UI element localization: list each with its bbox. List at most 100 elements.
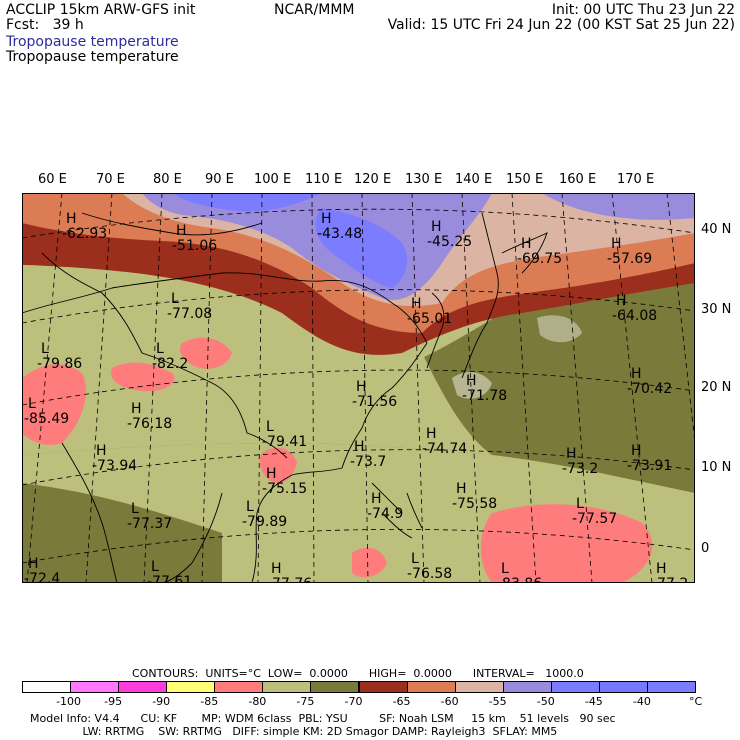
extremum-value: -77.08 bbox=[167, 306, 212, 322]
valid-time: Valid: 15 UTC Fri 24 Jun 22 (00 KST Sat … bbox=[387, 17, 735, 33]
extremum-value: -51.06 bbox=[172, 238, 217, 254]
model-title: ACCLIP 15km ARW-GFS init bbox=[6, 2, 196, 18]
extremum-value: -73.7 bbox=[350, 454, 386, 470]
high-marker: H bbox=[271, 561, 282, 577]
extremum-value: -77.76 bbox=[267, 576, 312, 583]
extremum-value: -45.25 bbox=[427, 234, 472, 250]
colorbar-swatch bbox=[70, 681, 120, 693]
field-name-shaded: Tropopause temperature bbox=[6, 34, 179, 50]
extremum-value: -73.2 bbox=[562, 461, 598, 477]
high-marker: H bbox=[66, 211, 77, 227]
extremum-value: -85.49 bbox=[24, 411, 69, 427]
colorbar-swatch bbox=[310, 681, 360, 693]
extremum-value: -57.69 bbox=[607, 251, 652, 267]
lon-label: 80 E bbox=[153, 172, 182, 187]
lon-label: 110 E bbox=[305, 172, 343, 187]
extremum-value: -43.48 bbox=[317, 226, 362, 242]
colorbar-tick-label: -50 bbox=[536, 695, 555, 708]
extremum-value: -79.89 bbox=[242, 514, 287, 530]
extremum-value: -72.4 bbox=[24, 571, 60, 583]
colorbar-swatch bbox=[118, 681, 168, 693]
lon-label: 140 E bbox=[455, 172, 493, 187]
low-marker: L bbox=[576, 496, 584, 512]
tropopause-temperature-map: H-62.93 H-51.06H-43.48 H-45.25 H-69.75H-57.… bbox=[22, 193, 695, 583]
high-marker: H bbox=[426, 426, 437, 442]
low-marker: L bbox=[156, 341, 164, 357]
high-marker: H bbox=[266, 466, 277, 482]
high-marker: H bbox=[631, 366, 642, 382]
coastlines bbox=[22, 212, 548, 583]
extrema-labels: H-62.93 H-51.06H-43.48 H-45.25 H-69.75H-57.… bbox=[24, 211, 688, 583]
high-marker: H bbox=[566, 446, 577, 462]
extremum-value: -71.78 bbox=[462, 388, 507, 404]
init-time: Init: 00 UTC Thu 23 Jun 22 bbox=[551, 2, 735, 18]
forecast-hour: Fcst: 39 h bbox=[6, 17, 84, 33]
lat-label: 10 N bbox=[701, 460, 732, 475]
low-marker: L bbox=[501, 561, 509, 577]
extremum-value: -73.94 bbox=[92, 458, 137, 474]
high-marker: H bbox=[616, 293, 627, 309]
low-marker: L bbox=[28, 396, 36, 412]
graticule bbox=[22, 193, 695, 583]
lon-label: 120 E bbox=[354, 172, 392, 187]
colorbar-swatch bbox=[262, 681, 312, 693]
low-marker: L bbox=[266, 419, 274, 435]
extremum-value: -76.58 bbox=[407, 566, 452, 582]
org-label: NCAR/MMM bbox=[274, 2, 355, 18]
colorbar-tick-label: -70 bbox=[344, 695, 363, 708]
extremum-value: -62.93 bbox=[62, 226, 107, 242]
extremum-value: -64.08 bbox=[612, 308, 657, 324]
colorbar-tick-label: -100 bbox=[56, 695, 82, 708]
contour-info: CONTOURS: UNITS=°C LOW= 0.0000 HIGH= 0.0… bbox=[132, 667, 584, 680]
extremum-value: -70.42 bbox=[627, 381, 672, 397]
colorbar-tick-label: -80 bbox=[248, 695, 267, 708]
field-name-contour: Tropopause temperature bbox=[6, 49, 179, 65]
high-marker: H bbox=[176, 223, 187, 239]
extremum-value: -75.15 bbox=[262, 481, 307, 497]
colorbar-swatch bbox=[598, 681, 648, 693]
extremum-value: -77.61 bbox=[147, 574, 192, 583]
colorbar-tick-label: -75 bbox=[296, 695, 315, 708]
low-marker: L bbox=[151, 559, 159, 575]
colorbar-unit: °C bbox=[689, 695, 703, 708]
lon-label: 150 E bbox=[506, 172, 544, 187]
high-marker: H bbox=[371, 491, 382, 507]
high-marker: H bbox=[96, 443, 107, 459]
colorbar-tick-label: -55 bbox=[488, 695, 507, 708]
colorbar-tick-label: -60 bbox=[440, 695, 459, 708]
lat-label: 30 N bbox=[701, 302, 732, 317]
low-marker: L bbox=[171, 291, 179, 307]
low-marker: L bbox=[246, 499, 254, 515]
lon-label: 160 E bbox=[559, 172, 597, 187]
lon-label: 130 E bbox=[405, 172, 443, 187]
lon-label: 70 E bbox=[96, 172, 125, 187]
map-frame bbox=[22, 193, 695, 583]
colorbar-swatch bbox=[454, 681, 504, 693]
extremum-value: -71.56 bbox=[352, 394, 397, 410]
colorbar-tick-label: -95 bbox=[104, 695, 123, 708]
extremum-value: -77.2 bbox=[652, 576, 688, 583]
colorbar-swatch bbox=[166, 681, 216, 693]
model-info-line1: Model Info: V4.4 CU: KF MP: WDM 6class P… bbox=[30, 712, 616, 725]
colorbar-tick-label: -45 bbox=[584, 695, 603, 708]
high-marker: H bbox=[466, 373, 477, 389]
high-marker: H bbox=[611, 236, 622, 252]
high-marker: H bbox=[431, 219, 442, 235]
low-marker: L bbox=[131, 501, 139, 517]
high-marker: H bbox=[411, 296, 422, 312]
extremum-value: -82.2 bbox=[152, 356, 188, 372]
colorbar-swatch bbox=[358, 681, 408, 693]
extremum-value: -79.41 bbox=[262, 434, 307, 450]
colorbar-tick-label: -85 bbox=[200, 695, 219, 708]
colorbar-swatch bbox=[502, 681, 552, 693]
colorbar-swatch bbox=[214, 681, 264, 693]
extremum-value: -65.01 bbox=[407, 311, 452, 327]
lat-label: 0 bbox=[701, 541, 710, 556]
high-marker: H bbox=[456, 481, 467, 497]
colorbar-tick-label: -65 bbox=[392, 695, 411, 708]
low-marker: L bbox=[411, 551, 419, 567]
high-marker: H bbox=[631, 443, 642, 459]
lon-label: 60 E bbox=[38, 172, 67, 187]
model-info-line2: LW: RRTMG SW: RRTMG DIFF: simple KM: 2D … bbox=[30, 725, 558, 738]
high-marker: H bbox=[131, 401, 142, 417]
